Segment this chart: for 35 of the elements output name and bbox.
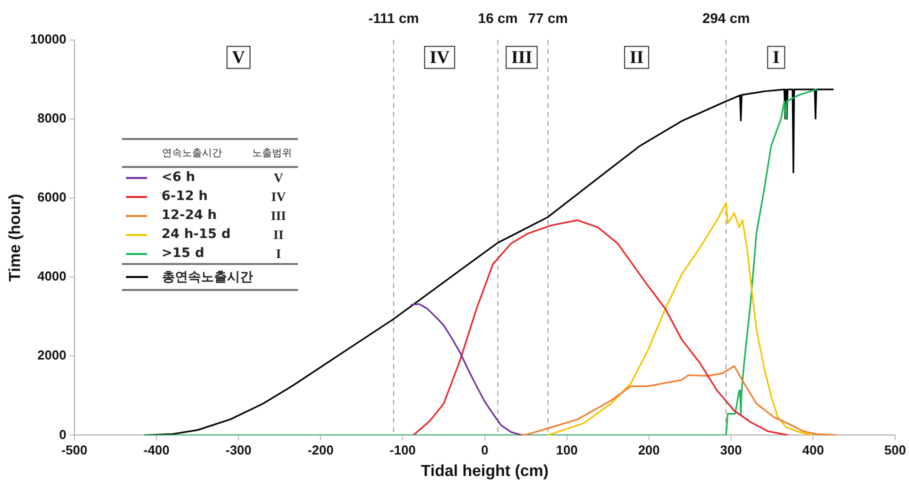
x-tick-label: 0 (481, 442, 488, 458)
y-tick-label: 8000 (37, 110, 66, 126)
y-tick-label: 4000 (37, 268, 66, 284)
y-tick-label: 6000 (37, 190, 66, 205)
annotation: II (630, 47, 644, 68)
annotation: III (511, 47, 532, 68)
ref-line-label: 77 cm (528, 10, 568, 26)
y-tick-label: 0 (59, 426, 66, 442)
ref-line-label: 294 cm (702, 10, 750, 26)
text: >15 d I (161, 246, 282, 261)
y-tick-label: 2000 (37, 348, 66, 363)
x-axis-title: Tidal height (cm) (420, 462, 549, 480)
text: 6-12 h IV (161, 188, 286, 204)
ref-line-label: 16 cm (478, 10, 518, 26)
y-axis-title: Time (hour) (7, 194, 24, 282)
x-tick-label: 200 (638, 442, 660, 458)
x-tick-label: -400 (143, 442, 170, 458)
x-tick-label: 400 (802, 442, 824, 458)
x-tick-label: 300 (720, 442, 742, 458)
legend-label: 총연속노출시간 (162, 269, 254, 286)
x-tick-label: -300 (225, 442, 252, 458)
text: 24 h-15 d II (161, 226, 284, 242)
x-tick-label: -500 (61, 442, 88, 458)
ref-line-label: -111 cm (368, 10, 419, 26)
annotation: I (772, 47, 780, 68)
text: <6 h V (161, 170, 284, 185)
annotation: V (232, 47, 246, 68)
x-tick-label: -100 (390, 442, 416, 458)
x-tick-label: 100 (556, 442, 578, 458)
x-tick-label: -200 (308, 442, 334, 458)
text: 연속노출시간 노출범위 (162, 148, 292, 159)
y-tick-label: 10000 (30, 32, 66, 47)
text: 12-24 h III (161, 208, 286, 223)
annotation: IV (430, 47, 450, 68)
x-tick-label: 500 (884, 442, 906, 458)
